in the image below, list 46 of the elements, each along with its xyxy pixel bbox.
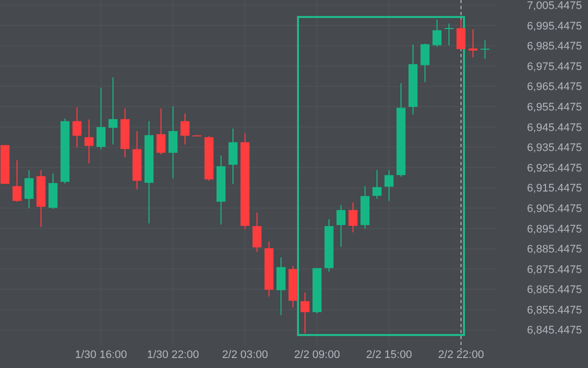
candlestick — [384, 170, 394, 202]
candlestick — [420, 43, 430, 83]
candlestick — [156, 108, 166, 155]
y-tick-label: 6,955.4475 — [526, 102, 582, 114]
y-tick-label: 6,855.4475 — [526, 304, 582, 316]
y-tick-label: 6,945.4475 — [526, 122, 582, 134]
candlestick — [96, 86, 106, 150]
y-tick-label: 6,845.4475 — [526, 324, 582, 337]
y-tick-label: 6,965.4475 — [526, 81, 582, 94]
y-tick-label: 6,865.4475 — [526, 284, 582, 296]
x-tick-label: 2/2 22:00 — [438, 349, 484, 361]
candlestick — [468, 28, 478, 58]
y-tick-label: 6,905.4475 — [526, 202, 582, 215]
candlestick — [456, 18, 466, 50]
candlestick — [276, 256, 286, 316]
y-tick-label: 6,895.4475 — [526, 223, 582, 236]
candlestick — [180, 112, 190, 145]
y-tick-label: 6,975.4475 — [526, 60, 582, 73]
candlestick — [348, 202, 358, 233]
y-tick-label: 6,925.4475 — [526, 162, 582, 174]
x-tick-label: 1/30 22:00 — [147, 349, 199, 361]
y-tick-label: 6,915.4475 — [526, 182, 582, 195]
candlestick — [480, 40, 490, 60]
candlestick — [24, 170, 34, 209]
candlestick — [108, 77, 118, 145]
y-tick-label: 7,005.4475 — [526, 0, 582, 12]
candlestick — [72, 106, 82, 148]
x-tick-label: 2/2 09:00 — [294, 349, 340, 361]
candlestick — [228, 128, 238, 185]
x-tick-label: 2/2 15:00 — [366, 349, 412, 361]
candlestick — [372, 170, 382, 200]
candlestick — [336, 204, 346, 248]
y-tick-label: 6,885.4475 — [526, 244, 582, 256]
y-tick-label: 6,935.4475 — [526, 142, 582, 154]
candlestick — [84, 119, 94, 164]
candlestick — [252, 212, 262, 252]
y-tick-label: 6,985.4475 — [526, 40, 582, 53]
y-tick-label: 6,875.4475 — [526, 264, 582, 276]
candlestick — [300, 292, 310, 334]
x-tick-label: 2/2 03:00 — [222, 349, 268, 361]
candlestick — [444, 23, 454, 46]
y-tick-label: 6,995.4475 — [526, 20, 582, 32]
candlestick — [168, 106, 178, 179]
candlestick — [12, 160, 22, 202]
candlestick — [432, 18, 442, 48]
x-tick-label: 1/30 16:00 — [75, 349, 127, 361]
